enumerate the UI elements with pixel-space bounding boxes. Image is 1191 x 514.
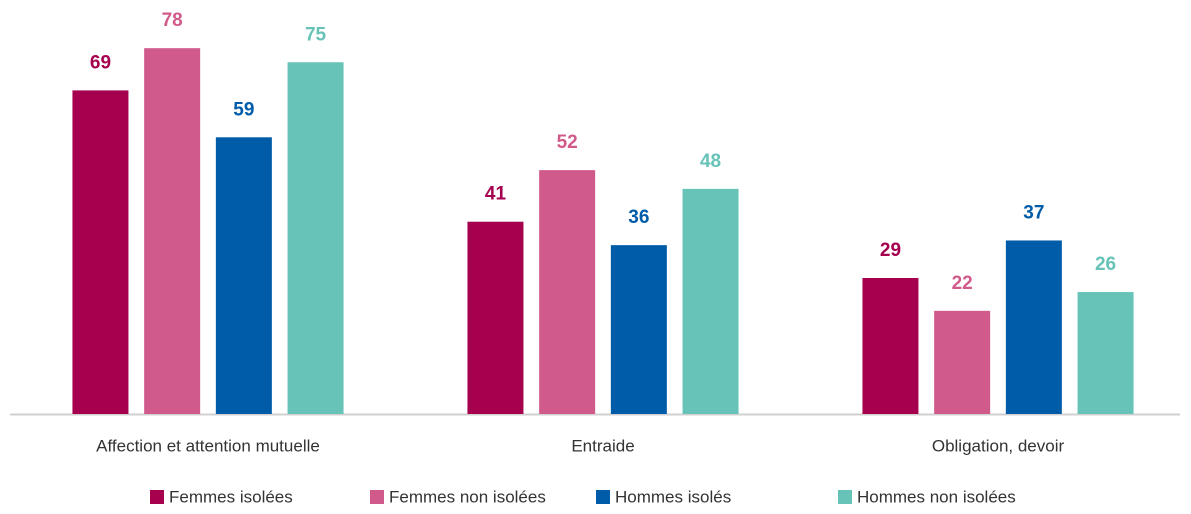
bar bbox=[287, 62, 344, 414]
value-label: 37 bbox=[1023, 202, 1044, 223]
bar bbox=[215, 137, 272, 415]
bar bbox=[1005, 240, 1062, 414]
value-label: 29 bbox=[880, 240, 901, 261]
legend-label: Hommes isolés bbox=[615, 487, 731, 506]
bar bbox=[1077, 292, 1134, 414]
value-label: 41 bbox=[485, 184, 507, 205]
bar bbox=[934, 310, 991, 414]
bar bbox=[610, 245, 667, 414]
legend-label: Femmes non isolées bbox=[389, 487, 546, 506]
value-label: 69 bbox=[90, 52, 111, 73]
legend-swatch bbox=[150, 490, 164, 504]
value-label: 48 bbox=[700, 151, 721, 172]
legend-swatch bbox=[596, 490, 610, 504]
x-tick-label: Affection et attention mutuelle bbox=[96, 436, 320, 455]
bar bbox=[467, 221, 524, 414]
bar bbox=[539, 170, 596, 414]
bar bbox=[862, 277, 919, 414]
value-label: 26 bbox=[1095, 254, 1116, 275]
value-label: 78 bbox=[162, 10, 183, 31]
x-tick-label: Entraide bbox=[571, 436, 634, 455]
value-label: 22 bbox=[952, 273, 973, 294]
bar bbox=[682, 188, 739, 414]
value-label: 75 bbox=[305, 24, 327, 45]
x-tick-label: Obligation, devoir bbox=[932, 436, 1065, 455]
legend-label: Hommes non isolées bbox=[857, 487, 1016, 506]
value-label: 59 bbox=[233, 99, 254, 120]
value-label: 36 bbox=[628, 207, 649, 228]
value-label: 52 bbox=[557, 132, 578, 153]
legend-label: Femmes isolées bbox=[169, 487, 293, 506]
legend-swatch bbox=[838, 490, 852, 504]
legend-swatch bbox=[370, 490, 384, 504]
bar bbox=[144, 48, 201, 415]
bar bbox=[72, 90, 129, 414]
